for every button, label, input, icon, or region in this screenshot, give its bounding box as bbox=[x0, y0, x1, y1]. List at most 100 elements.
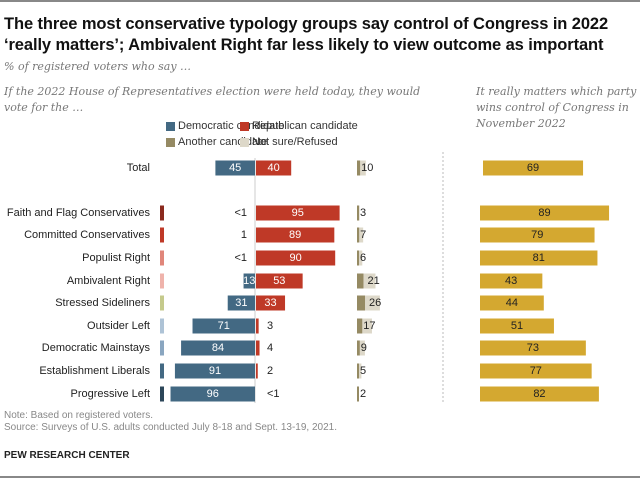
matters-value-label: 51 bbox=[511, 320, 523, 332]
matters-value-label: 73 bbox=[527, 342, 539, 354]
group-color-marker bbox=[160, 205, 164, 221]
group-color-marker bbox=[160, 363, 164, 379]
legend-label-republican: Republican candidate bbox=[252, 120, 358, 132]
another-candidate-bar bbox=[357, 273, 364, 289]
republican-value-label: 90 bbox=[289, 252, 301, 264]
group-color-marker bbox=[160, 386, 164, 402]
left-panel-subtitle: If the 2022 House of Representatives ele… bbox=[4, 85, 421, 114]
other-value-label: 7 bbox=[360, 229, 366, 241]
republican-value-label: 33 bbox=[264, 297, 276, 309]
republican-bar bbox=[256, 160, 292, 176]
republican-value-label: 2 bbox=[267, 365, 273, 377]
democratic-value-label: 71 bbox=[218, 320, 230, 332]
matters-value-label: 82 bbox=[533, 388, 545, 400]
group-color-marker bbox=[160, 250, 164, 266]
another-candidate-bar bbox=[357, 205, 359, 221]
row-label: Committed Conservatives bbox=[24, 229, 150, 241]
matters-bar bbox=[480, 273, 543, 289]
republican-bar bbox=[256, 205, 340, 221]
matters-bar bbox=[480, 340, 586, 356]
group-color-marker bbox=[160, 273, 164, 289]
other-value-label: 2 bbox=[360, 388, 366, 400]
note-text: Note: Based on registered voters. bbox=[4, 410, 153, 421]
democratic-bar bbox=[170, 386, 255, 402]
another-candidate-bar bbox=[357, 363, 359, 379]
matters-value-label: 43 bbox=[505, 275, 517, 287]
row-label: Establishment Liberals bbox=[39, 365, 150, 377]
matters-bar bbox=[480, 205, 610, 221]
other-value-label: 9 bbox=[361, 342, 367, 354]
row-label: Faith and Flag Conservatives bbox=[7, 207, 151, 219]
chart-subtitle: % of registered voters who say … bbox=[4, 60, 192, 73]
matters-bar bbox=[480, 363, 592, 379]
matters-value-label: 77 bbox=[530, 365, 542, 377]
source-text: Source: Surveys of U.S. adults conducted… bbox=[4, 422, 337, 433]
row-label: Outsider Left bbox=[87, 320, 150, 332]
bottom-rule bbox=[0, 476, 640, 478]
row-label: Democratic Mainstays bbox=[42, 342, 151, 354]
not-sure-bar bbox=[357, 227, 364, 243]
right-panel-subtitle: It really matters which party wins contr… bbox=[476, 85, 637, 130]
another-candidate-bar bbox=[357, 386, 359, 402]
another-candidate-bar bbox=[357, 295, 366, 311]
pew-brand: PEW RESEARCH CENTER bbox=[4, 450, 130, 461]
group-color-marker bbox=[160, 295, 164, 311]
legend-notsure: Not sure/Refused bbox=[240, 136, 338, 148]
not-sure-bar bbox=[357, 160, 366, 176]
democratic-bar bbox=[174, 363, 255, 379]
top-rule bbox=[0, 0, 640, 2]
another-candidate-bar bbox=[357, 227, 360, 243]
matters-value-label: 44 bbox=[506, 297, 518, 309]
other-value-label: 5 bbox=[360, 365, 366, 377]
row-label: Populist Right bbox=[82, 252, 150, 264]
chart-note: Note: Based on registered voters. Source… bbox=[4, 410, 337, 434]
democratic-bar bbox=[227, 295, 255, 311]
matters-value-label: 81 bbox=[533, 252, 545, 264]
republican-value-label: 89 bbox=[289, 229, 301, 241]
republican-value-label: 95 bbox=[292, 207, 304, 219]
another-candidate-bar bbox=[357, 340, 360, 356]
democratic-value-label: 96 bbox=[207, 388, 219, 400]
another-candidate-bar bbox=[357, 250, 359, 266]
chart-title: The three most conservative typology gro… bbox=[4, 15, 609, 54]
republican-value-label: 40 bbox=[267, 162, 279, 174]
other-value-label: 6 bbox=[360, 252, 366, 264]
matters-value-label: 79 bbox=[531, 229, 543, 241]
matters-bar bbox=[480, 295, 544, 311]
republican-value-label: 4 bbox=[267, 342, 273, 354]
democratic-value-label: 1 bbox=[241, 229, 247, 241]
republican-value-label: 53 bbox=[273, 275, 285, 287]
another-candidate-bar bbox=[357, 160, 361, 176]
matters-bar bbox=[480, 386, 599, 402]
republican-bar bbox=[256, 363, 258, 379]
group-color-marker bbox=[160, 340, 164, 356]
matters-bar bbox=[480, 227, 595, 243]
group-color-marker bbox=[160, 318, 164, 334]
legend-democratic: Democratic candidate bbox=[166, 120, 284, 132]
legend-label-notsure: Not sure/Refused bbox=[252, 136, 338, 148]
other-value-label: 10 bbox=[361, 162, 373, 174]
legend-label-democratic: Democratic candidate bbox=[178, 120, 285, 132]
democratic-bar bbox=[181, 340, 255, 356]
row-label: Ambivalent Right bbox=[67, 275, 150, 287]
other-value-label: 21 bbox=[367, 275, 379, 287]
republican-value-label: 3 bbox=[267, 320, 273, 332]
matters-bar bbox=[480, 318, 554, 334]
democratic-bar bbox=[243, 273, 255, 289]
group-color-marker bbox=[160, 227, 164, 243]
democratic-bar bbox=[215, 160, 255, 176]
republican-bar bbox=[256, 295, 286, 311]
legend-swatch-another bbox=[166, 137, 175, 147]
democratic-value-label: 84 bbox=[212, 342, 224, 354]
row-label: Total bbox=[127, 162, 150, 174]
democratic-value-label: 13 bbox=[243, 275, 255, 287]
other-value-label: 3 bbox=[360, 207, 366, 219]
republican-bar bbox=[256, 250, 336, 266]
not-sure-bar bbox=[357, 250, 363, 266]
not-sure-bar bbox=[357, 340, 365, 356]
legend-swatch-democratic bbox=[166, 121, 175, 131]
other-value-label: 17 bbox=[363, 320, 375, 332]
row-label: Stressed Sideliners bbox=[55, 297, 150, 309]
republican-bar bbox=[256, 227, 335, 243]
